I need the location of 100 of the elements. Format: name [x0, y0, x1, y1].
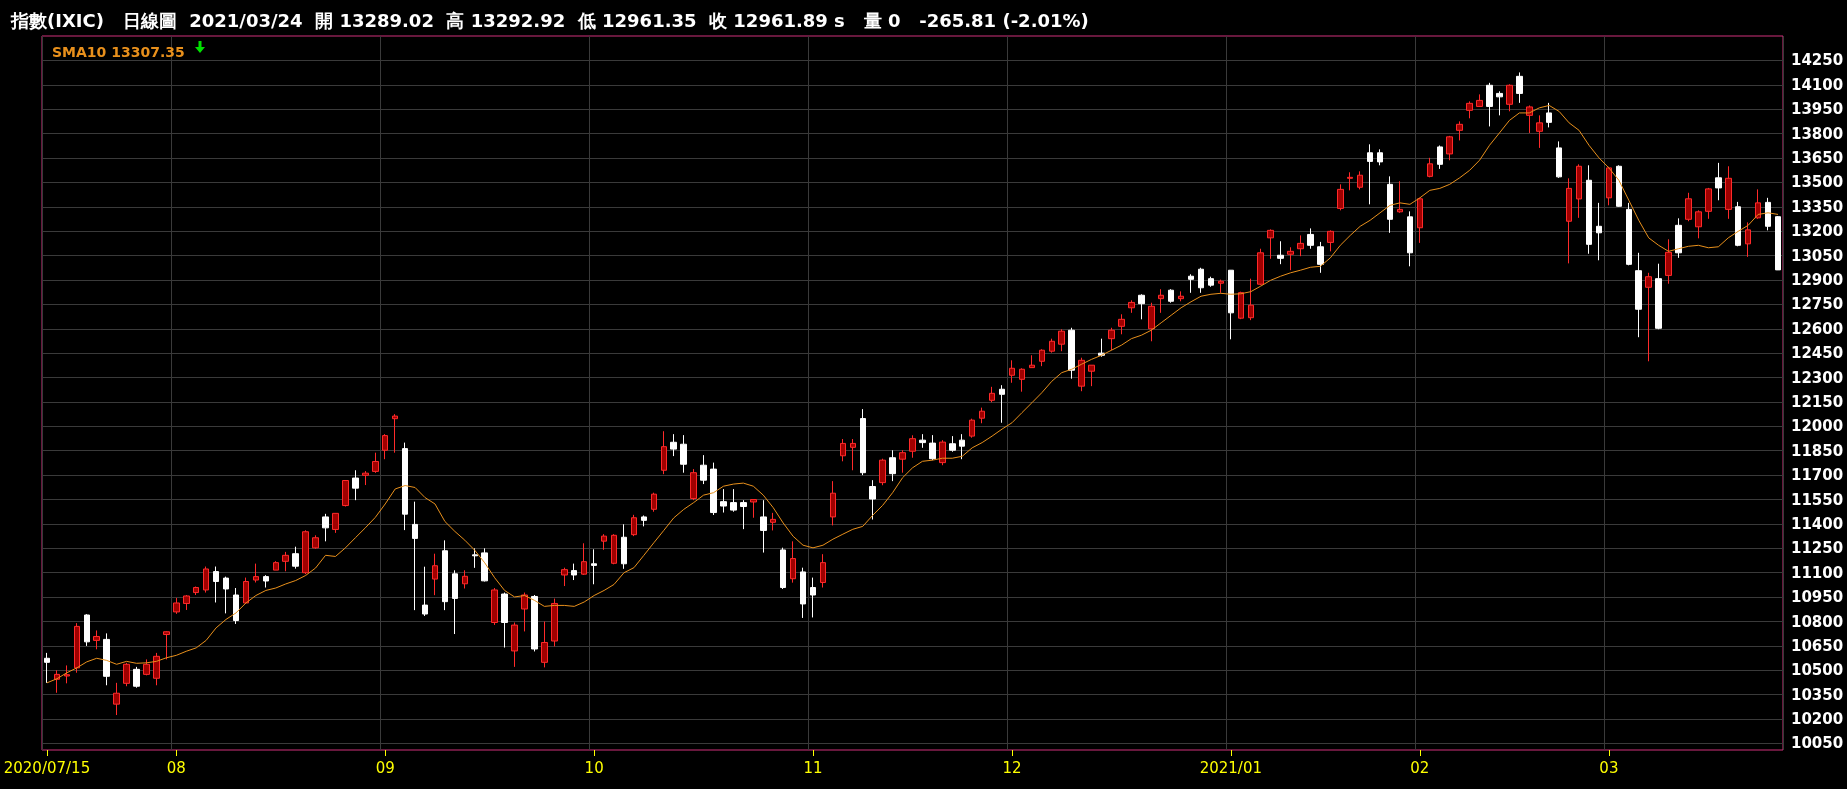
candlestick	[1208, 276, 1214, 288]
candlestick	[770, 512, 776, 531]
candlestick	[1606, 166, 1612, 206]
y-tick-label: 12600	[1791, 319, 1844, 338]
candlestick	[661, 430, 667, 475]
y-tick-label: 11400	[1791, 514, 1844, 533]
candlestick	[143, 658, 150, 676]
candlestick	[1725, 165, 1732, 220]
candlestick	[74, 622, 80, 674]
candlestick	[631, 514, 637, 537]
candlestick	[1068, 327, 1075, 380]
candlestick	[392, 413, 398, 454]
candlestick	[1407, 210, 1413, 267]
candlestick	[1347, 171, 1353, 191]
candlestick	[1446, 135, 1453, 161]
candlestick	[64, 664, 70, 684]
candlestick	[1367, 143, 1373, 205]
candlestick	[273, 560, 279, 571]
candlestick	[720, 488, 727, 514]
candlestick	[521, 592, 528, 632]
candlestick	[601, 533, 607, 551]
candlestick	[1267, 228, 1274, 260]
candlestick	[183, 594, 190, 611]
candlestick	[670, 433, 677, 457]
candlestick	[511, 621, 518, 668]
candlestick	[561, 567, 568, 587]
candlestick	[1496, 90, 1503, 116]
candlestick	[1476, 93, 1483, 108]
candlestick	[651, 492, 657, 513]
candlestick	[840, 438, 846, 462]
candlestick	[1626, 202, 1632, 266]
candlestick	[1695, 209, 1702, 239]
y-tick-label: 11850	[1791, 441, 1844, 460]
candlestick	[223, 576, 229, 614]
candlestick	[999, 384, 1005, 424]
candlestick	[501, 592, 508, 649]
candlestick	[1357, 170, 1363, 190]
candlestick	[760, 499, 767, 554]
candlestick	[1138, 293, 1145, 320]
candlestick	[1128, 299, 1135, 314]
candlestick	[93, 629, 100, 650]
candlestick	[253, 563, 259, 583]
candlestick	[452, 569, 458, 635]
candlestick	[621, 523, 627, 570]
candlestick	[1705, 187, 1712, 220]
y-tick-label: 12900	[1791, 270, 1844, 289]
x-tick-label: 2020/07/15	[3, 758, 91, 777]
candlestick	[1556, 140, 1562, 179]
text: SMA10 13307.35	[52, 44, 185, 60]
candlestick	[1745, 221, 1751, 258]
candlestick	[1218, 279, 1224, 294]
y-tick-label: 12450	[1791, 344, 1844, 363]
candlestick	[1755, 188, 1761, 220]
candlestick	[243, 577, 249, 605]
y-tick-label: 13800	[1791, 124, 1844, 143]
candlestick	[382, 433, 388, 460]
line-series	[46, 104, 1779, 684]
candlestick	[332, 512, 339, 534]
candlestick	[1238, 291, 1244, 320]
candlestick	[491, 587, 498, 626]
candlestick	[1616, 164, 1622, 208]
candlestick	[1576, 163, 1582, 219]
candlestick	[810, 577, 816, 618]
candlestick	[1158, 288, 1164, 314]
candlestick	[1049, 338, 1055, 354]
candlestick	[1427, 157, 1433, 178]
y-tick-label: 12300	[1791, 368, 1844, 387]
candlestick	[1019, 367, 1025, 393]
candlestick	[153, 652, 160, 686]
x-tick-label: 2021/01	[1199, 758, 1263, 777]
y-tick-label: 13350	[1791, 197, 1844, 216]
candlestick	[1377, 148, 1383, 166]
candlestick	[1775, 215, 1781, 271]
candlestick	[750, 499, 757, 519]
candlestick	[1257, 248, 1264, 286]
candlestick	[282, 551, 289, 572]
candlestick	[1397, 180, 1403, 214]
x-tick-label: 12	[1002, 758, 1022, 777]
candlestick	[1645, 272, 1652, 362]
candlestick	[551, 598, 558, 647]
candlestick	[422, 566, 428, 617]
y-tick-label: 10800	[1791, 612, 1844, 631]
candlestick	[690, 468, 697, 501]
y-tick-label: 13950	[1791, 100, 1844, 119]
candlestick	[1009, 359, 1015, 384]
candlestick	[1178, 290, 1184, 302]
candlestick	[84, 613, 90, 647]
x-tick-label: 02	[1410, 758, 1430, 777]
candlestick	[1307, 227, 1314, 250]
candlestick	[1148, 302, 1155, 342]
candlestick	[1546, 102, 1552, 128]
candlestick	[1655, 263, 1662, 330]
candlestick	[830, 480, 836, 526]
candlestick	[113, 682, 120, 716]
candlestick	[1675, 217, 1682, 259]
y-tick-label: 13650	[1791, 148, 1844, 167]
candlestick	[700, 454, 707, 485]
candlestick	[1596, 202, 1602, 261]
y-tick-label: 10350	[1791, 685, 1844, 704]
candlestick	[1387, 175, 1393, 234]
